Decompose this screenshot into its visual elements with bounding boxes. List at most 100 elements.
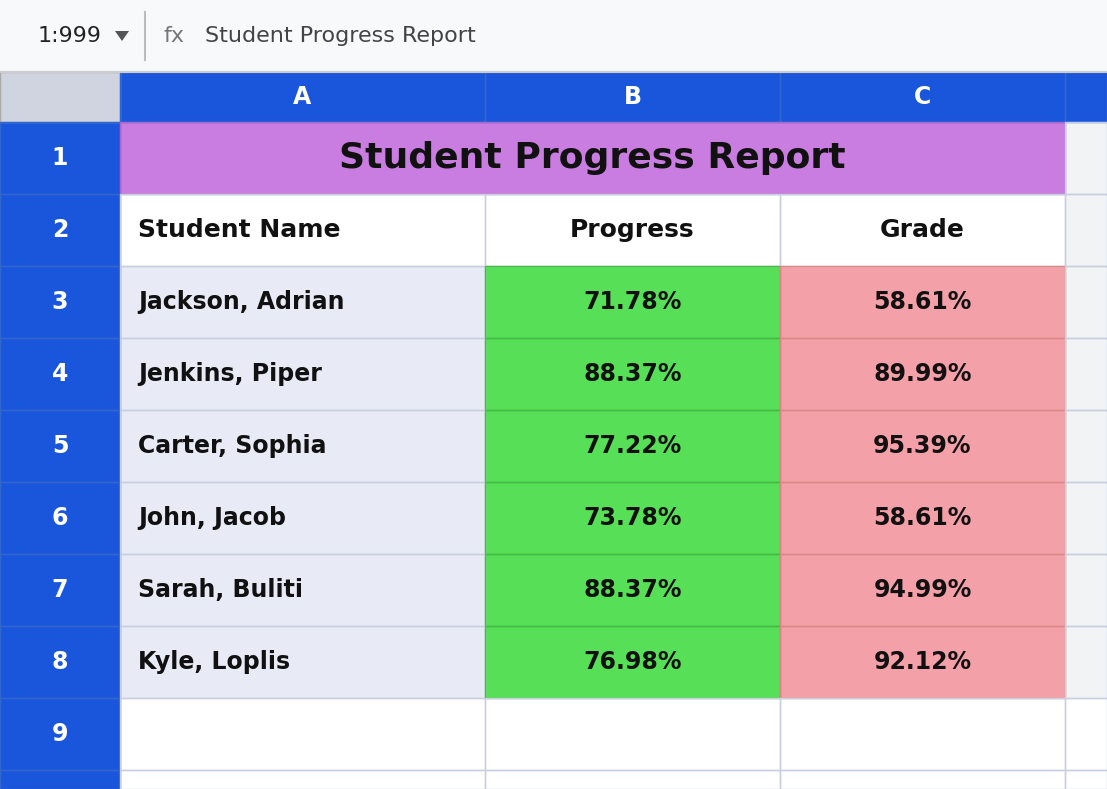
Bar [120, 626, 485, 698]
Bar [1065, 626, 1107, 698]
Bar [120, 482, 485, 554]
Bar [1065, 410, 1107, 482]
Bar [1065, 266, 1107, 338]
Bar [0, 0, 1107, 72]
Bar [1065, 698, 1107, 770]
Bar [780, 338, 1065, 410]
Text: 92.12%: 92.12% [873, 650, 972, 674]
Bar [0, 554, 120, 626]
Text: 2: 2 [52, 218, 69, 242]
Bar [120, 698, 485, 770]
Bar [120, 698, 485, 770]
Text: Kyle, Loplis: Kyle, Loplis [138, 650, 290, 674]
Text: 77.22%: 77.22% [583, 434, 682, 458]
Bar [0, 122, 120, 194]
Bar [1065, 770, 1107, 789]
Bar [780, 72, 1065, 122]
Bar [780, 554, 1065, 626]
Bar [1065, 72, 1107, 122]
Text: 7: 7 [52, 578, 69, 602]
Bar [0, 338, 120, 410]
Bar [120, 554, 485, 626]
Text: A: A [293, 85, 312, 109]
Bar [780, 698, 1065, 770]
Bar [485, 554, 780, 626]
Bar [780, 554, 1065, 626]
Bar [0, 770, 120, 789]
Bar [120, 626, 485, 698]
Bar [120, 122, 1065, 194]
Bar [485, 266, 780, 338]
Bar [485, 626, 780, 698]
Text: 89.99%: 89.99% [873, 362, 972, 386]
Text: 58.61%: 58.61% [873, 506, 972, 530]
Text: Sarah, Buliti: Sarah, Buliti [138, 578, 303, 602]
Bar [780, 770, 1065, 789]
Bar [485, 770, 780, 789]
Bar [485, 626, 780, 698]
Bar [485, 482, 780, 554]
Bar [485, 338, 780, 410]
Bar [485, 410, 780, 482]
Text: 4: 4 [52, 362, 69, 386]
Text: Jackson, Adrian: Jackson, Adrian [138, 290, 344, 314]
Bar [0, 266, 120, 338]
Bar [0, 72, 120, 122]
Bar [780, 194, 1065, 266]
Bar [485, 410, 780, 482]
Bar [0, 194, 120, 266]
Bar [0, 410, 120, 482]
Text: Jenkins, Piper: Jenkins, Piper [138, 362, 322, 386]
Bar [120, 554, 485, 626]
Bar [0, 482, 120, 554]
Bar [1065, 338, 1107, 410]
Text: 5: 5 [52, 434, 69, 458]
Bar [120, 194, 485, 266]
Text: 94.99%: 94.99% [873, 578, 972, 602]
Bar [1065, 122, 1107, 194]
Text: 71.78%: 71.78% [583, 290, 682, 314]
Text: C: C [914, 85, 931, 109]
Text: Student Progress Report: Student Progress Report [339, 141, 846, 175]
Bar [120, 338, 485, 410]
Bar [780, 482, 1065, 554]
Text: Student Progress Report: Student Progress Report [205, 26, 476, 46]
Bar [780, 698, 1065, 770]
Bar [120, 770, 485, 789]
Bar [485, 194, 780, 266]
Text: Progress: Progress [570, 218, 695, 242]
Bar [1065, 482, 1107, 554]
Bar [485, 554, 780, 626]
Bar [780, 410, 1065, 482]
Text: Grade: Grade [880, 218, 965, 242]
Bar [780, 770, 1065, 789]
Bar [780, 410, 1065, 482]
Text: 8: 8 [52, 650, 69, 674]
Bar [1065, 626, 1107, 698]
Bar [1065, 554, 1107, 626]
Text: 73.78%: 73.78% [583, 506, 682, 530]
Text: 1:999: 1:999 [38, 26, 102, 46]
Bar [1065, 72, 1107, 122]
Bar [780, 194, 1065, 266]
Bar [120, 338, 485, 410]
Text: 95.39%: 95.39% [873, 434, 972, 458]
Bar [1065, 554, 1107, 626]
Bar [120, 482, 485, 554]
Bar [485, 194, 780, 266]
Bar [1065, 338, 1107, 410]
Bar [0, 698, 120, 770]
Bar [485, 72, 780, 122]
Bar [120, 122, 1065, 194]
Text: fx: fx [163, 26, 184, 46]
Bar [0, 266, 120, 338]
Bar [485, 698, 780, 770]
Bar [120, 72, 485, 122]
Text: 1: 1 [52, 146, 69, 170]
Text: 9: 9 [52, 722, 69, 746]
Bar [0, 194, 120, 266]
Bar [120, 770, 485, 789]
Text: 3: 3 [52, 290, 69, 314]
Text: 58.61%: 58.61% [873, 290, 972, 314]
Text: 76.98%: 76.98% [583, 650, 682, 674]
